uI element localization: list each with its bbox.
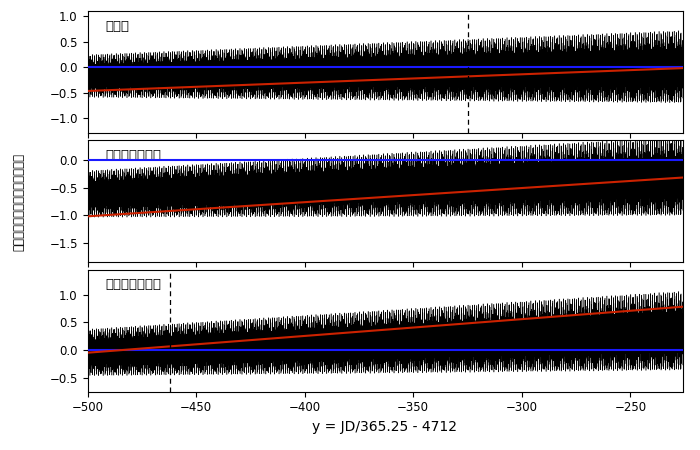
Text: 夏历（雨水版）: 夏历（雨水版） [105, 278, 161, 291]
Text: 历法合朔与真实合朔之差（日）: 历法合朔与真实合朔之差（日） [13, 153, 26, 252]
Text: 夏历（冬至版）: 夏历（冬至版） [105, 149, 161, 162]
X-axis label: y = JD/365.25 - 4712: y = JD/365.25 - 4712 [312, 420, 458, 434]
Text: 颠顼历: 颠顼历 [105, 20, 130, 33]
